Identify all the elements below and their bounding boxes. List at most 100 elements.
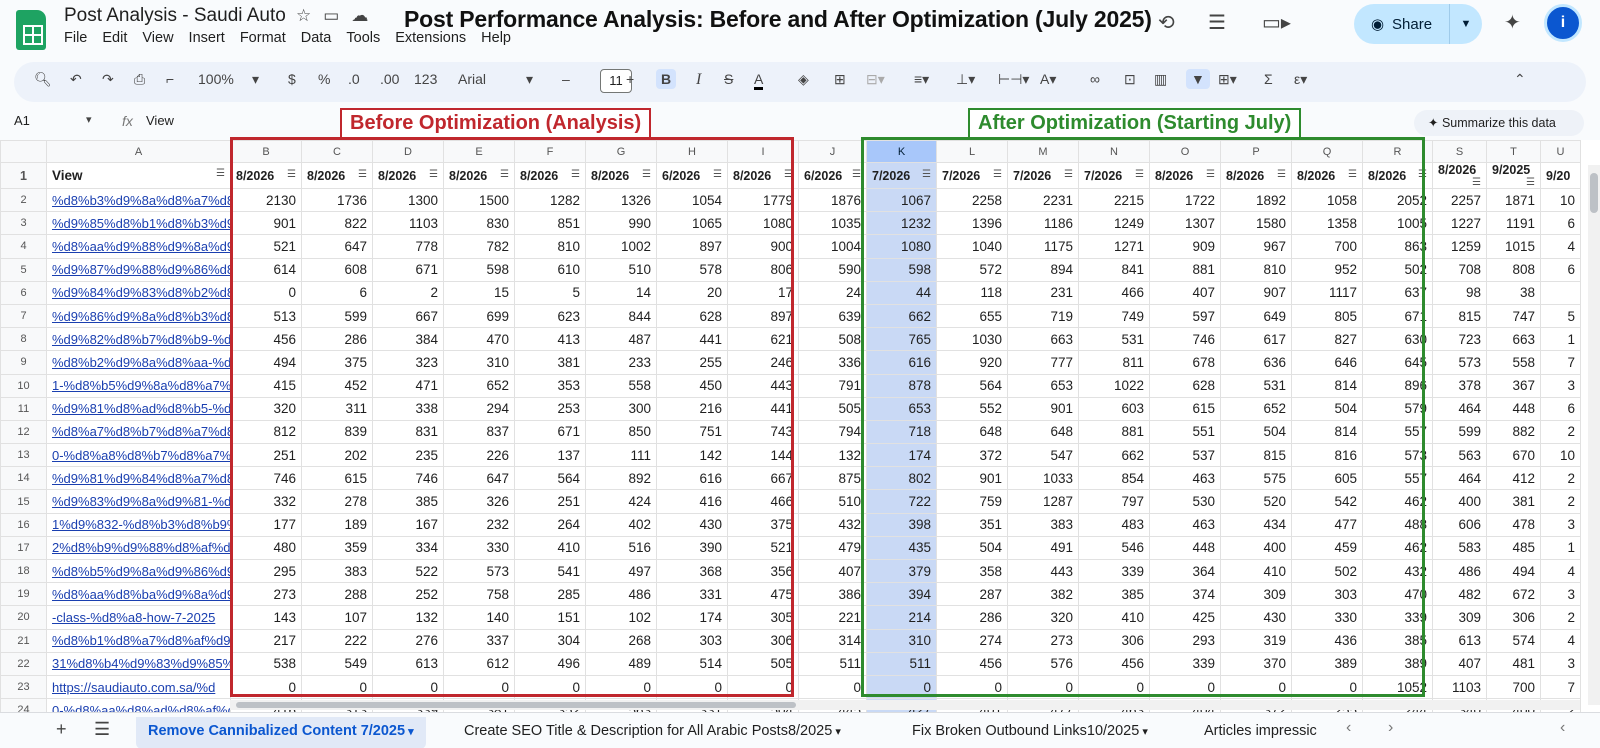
- value-cell[interactable]: 233: [585, 350, 657, 375]
- value-cell[interactable]: 17: [727, 280, 799, 305]
- value-cell[interactable]: 463: [1149, 512, 1221, 537]
- add-sheet-icon[interactable]: +: [56, 719, 67, 739]
- decrease-decimal-button[interactable]: .0: [348, 71, 360, 87]
- header-cell-date[interactable]: 6/2026 ☰: [798, 162, 867, 189]
- value-cell[interactable]: 603: [1078, 396, 1150, 421]
- column-header-s[interactable]: S: [1432, 140, 1487, 163]
- move-folder-icon[interactable]: ▭: [323, 6, 340, 25]
- value-cell[interactable]: 598: [443, 257, 515, 282]
- value-cell[interactable]: 749: [1078, 303, 1150, 329]
- value-cell[interactable]: 822: [301, 211, 373, 236]
- value-cell[interactable]: 1300: [372, 187, 444, 213]
- value-cell[interactable]: 557: [1362, 419, 1433, 445]
- value-cell[interactable]: 0: [230, 674, 302, 700]
- font-size-increase[interactable]: +: [626, 71, 635, 87]
- value-cell[interactable]: 663: [1486, 327, 1541, 352]
- value-cell[interactable]: 189: [301, 512, 373, 537]
- value-cell[interactable]: 4: [1540, 234, 1581, 259]
- value-cell[interactable]: 416: [656, 489, 728, 514]
- value-cell[interactable]: 314: [798, 628, 867, 653]
- value-cell[interactable]: 462: [1362, 489, 1433, 514]
- value-cell[interactable]: 2: [372, 280, 444, 305]
- value-cell[interactable]: 672: [1486, 582, 1541, 607]
- value-cell[interactable]: 394: [866, 582, 937, 607]
- value-cell[interactable]: 831: [372, 419, 444, 445]
- value-cell[interactable]: 0: [656, 674, 728, 700]
- value-cell[interactable]: 274: [936, 628, 1008, 653]
- value-cell[interactable]: 10: [1540, 187, 1581, 213]
- value-cell[interactable]: 386: [798, 582, 867, 607]
- value-cell[interactable]: 670: [1486, 443, 1541, 468]
- row-number[interactable]: 14: [0, 466, 47, 491]
- value-cell[interactable]: 508: [798, 327, 867, 352]
- value-cell[interactable]: 1015: [1486, 234, 1541, 259]
- input-tools-icon[interactable]: ε▾: [1294, 71, 1308, 87]
- row-number[interactable]: 15: [0, 489, 47, 514]
- value-cell[interactable]: 537: [1149, 443, 1221, 468]
- row-number[interactable]: 12: [0, 419, 47, 445]
- value-cell[interactable]: 530: [1149, 489, 1221, 514]
- value-cell[interactable]: 778: [372, 234, 444, 259]
- header-cell-date[interactable]: 8/2026 ☰: [443, 162, 515, 189]
- value-cell[interactable]: 20: [656, 280, 728, 305]
- filter-dropdown-icon[interactable]: ☰: [216, 168, 225, 179]
- value-cell[interactable]: 415: [230, 373, 302, 398]
- value-cell[interactable]: 0: [727, 674, 799, 700]
- value-cell[interactable]: 0: [372, 674, 444, 700]
- value-cell[interactable]: 875: [798, 466, 867, 491]
- header-cell-date[interactable]: 8/2026 ☰: [514, 162, 586, 189]
- value-cell[interactable]: 575: [1220, 466, 1292, 491]
- value-cell[interactable]: 628: [1149, 373, 1221, 398]
- value-cell[interactable]: 628: [656, 303, 728, 329]
- value-cell[interactable]: 174: [866, 443, 937, 468]
- header-cell-date[interactable]: 8/2026 ☰: [301, 162, 373, 189]
- value-cell[interactable]: 177: [230, 512, 302, 537]
- value-cell[interactable]: 1871: [1486, 187, 1541, 213]
- value-cell[interactable]: 144: [727, 443, 799, 468]
- header-cell-date[interactable]: 8/2026 ☰: [1220, 162, 1292, 189]
- value-cell[interactable]: 482: [1432, 582, 1487, 607]
- header-cell-date[interactable]: 6/2026 ☰: [656, 162, 728, 189]
- value-cell[interactable]: 221: [798, 605, 867, 630]
- value-cell[interactable]: 351: [936, 512, 1008, 537]
- value-cell[interactable]: 383: [301, 558, 373, 584]
- value-cell[interactable]: 1005: [1362, 211, 1433, 236]
- url-cell[interactable]: %d9%87%d9%88%d9%86%d8%af%d8%a7%d9: [46, 257, 231, 282]
- percent-format-button[interactable]: %: [318, 71, 331, 87]
- row-number[interactable]: 9: [0, 350, 47, 375]
- value-cell[interactable]: 497: [585, 558, 657, 584]
- value-cell[interactable]: 648: [936, 419, 1008, 445]
- sheet-tab-dropdown-icon[interactable]: ▾: [1139, 726, 1148, 738]
- font-dropdown-icon[interactable]: ▾: [526, 71, 534, 87]
- row-number[interactable]: 7: [0, 303, 47, 329]
- value-cell[interactable]: 379: [866, 558, 937, 584]
- horizontal-scrollbar[interactable]: [230, 700, 1580, 710]
- value-cell[interactable]: 441: [727, 396, 799, 421]
- value-cell[interactable]: 278: [301, 489, 373, 514]
- value-cell[interactable]: 306: [727, 628, 799, 653]
- value-cell[interactable]: 810: [1220, 257, 1292, 282]
- avatar[interactable]: i: [1544, 4, 1582, 42]
- value-cell[interactable]: 1876: [798, 187, 867, 213]
- vertical-align-icon[interactable]: ⊥▾: [956, 71, 976, 87]
- value-cell[interactable]: 549: [301, 651, 373, 676]
- value-cell[interactable]: 648: [1007, 419, 1079, 445]
- value-cell[interactable]: 1103: [372, 211, 444, 236]
- text-color-icon[interactable]: A: [754, 71, 764, 90]
- value-cell[interactable]: 287: [936, 582, 1008, 607]
- value-cell[interactable]: 647: [443, 466, 515, 491]
- value-cell[interactable]: 491: [1007, 535, 1079, 561]
- row-number[interactable]: 10: [0, 373, 47, 398]
- value-cell[interactable]: 1227: [1432, 211, 1487, 236]
- value-cell[interactable]: 746: [230, 466, 302, 491]
- value-cell[interactable]: 514: [656, 651, 728, 676]
- value-cell[interactable]: 1326: [585, 187, 657, 213]
- value-cell[interactable]: 118: [936, 280, 1008, 305]
- value-cell[interactable]: 901: [230, 211, 302, 236]
- value-cell[interactable]: 816: [1291, 443, 1363, 468]
- value-cell[interactable]: 2: [1540, 466, 1581, 491]
- text-wrap-icon[interactable]: ⊢⊣▾: [998, 71, 1030, 87]
- value-cell[interactable]: 636: [1220, 350, 1292, 375]
- column-header-n[interactable]: N: [1078, 140, 1150, 163]
